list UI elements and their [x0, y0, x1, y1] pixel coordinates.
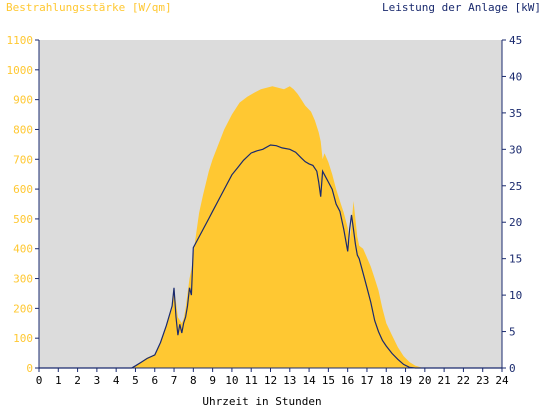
left-tick-label: 300	[13, 273, 33, 286]
x-tick-label: 23	[476, 374, 489, 387]
left-axis-title: Bestrahlungsstärke [W/qm]	[6, 1, 172, 14]
x-tick-label: 9	[209, 374, 216, 387]
right-tick-label: 45	[509, 34, 522, 47]
x-tick-label: 14	[302, 374, 316, 387]
left-tick-label: 0	[26, 362, 33, 375]
x-tick-label: 18	[380, 374, 393, 387]
x-tick-label: 10	[225, 374, 238, 387]
x-tick-label: 4	[113, 374, 120, 387]
x-tick-label: 5	[132, 374, 139, 387]
x-tick-label: 21	[438, 374, 451, 387]
x-tick-label: 3	[94, 374, 101, 387]
x-tick-label: 7	[171, 374, 178, 387]
power-line	[39, 144, 502, 369]
left-tick-label: 700	[13, 153, 33, 166]
right-tick-label: 30	[509, 143, 522, 156]
x-tick-label: 11	[245, 374, 258, 387]
left-tick-label: 1000	[7, 64, 34, 77]
left-tick-label: 1100	[7, 34, 34, 47]
left-axis-ticks: 0 100 200 300 400 500 600 700 800 900 1000 1100	[7, 34, 39, 375]
x-tick-label: 16	[341, 374, 354, 387]
x-tick-label: 24	[495, 374, 509, 387]
right-tick-label: 0	[509, 362, 516, 375]
right-tick-label: 15	[509, 253, 522, 266]
x-axis-title: Uhrzeit in Stunden	[202, 395, 321, 408]
left-tick-label: 800	[13, 123, 33, 136]
right-tick-label: 5	[509, 326, 516, 339]
x-tick-label: 2	[74, 374, 81, 387]
x-tick-label: 6	[151, 374, 158, 387]
right-tick-label: 20	[509, 216, 522, 229]
x-tick-label: 0	[36, 374, 43, 387]
x-tick-label: 20	[418, 374, 431, 387]
right-axis-title: Leistung der Anlage [kW]	[382, 1, 541, 14]
x-tick-label: 19	[399, 374, 412, 387]
left-tick-label: 500	[13, 213, 33, 226]
left-tick-label: 600	[13, 183, 33, 196]
x-tick-label: 15	[322, 374, 335, 387]
x-tick-label: 17	[360, 374, 373, 387]
right-axis-ticks: 0 5 10 15 20 25 30 35 40 45	[502, 34, 522, 375]
left-tick-label: 900	[13, 94, 33, 107]
x-axis-ticks: 0 1 2 3 4 5 6 7 8 9 10 11 12 13 14 15 16 17 18 19 20 21 22 23 24	[36, 368, 509, 387]
x-tick-label: 8	[190, 374, 197, 387]
x-tick-label: 12	[264, 374, 277, 387]
x-tick-label: 22	[457, 374, 470, 387]
irradiance-area	[39, 86, 502, 368]
right-tick-label: 35	[509, 107, 522, 120]
right-tick-label: 10	[509, 289, 522, 302]
right-tick-label: 25	[509, 180, 522, 193]
left-tick-label: 200	[13, 302, 33, 315]
left-tick-label: 100	[13, 332, 33, 345]
right-tick-label: 40	[509, 70, 522, 83]
x-tick-label: 1	[55, 374, 62, 387]
left-tick-label: 400	[13, 243, 33, 256]
x-tick-label: 13	[283, 374, 296, 387]
